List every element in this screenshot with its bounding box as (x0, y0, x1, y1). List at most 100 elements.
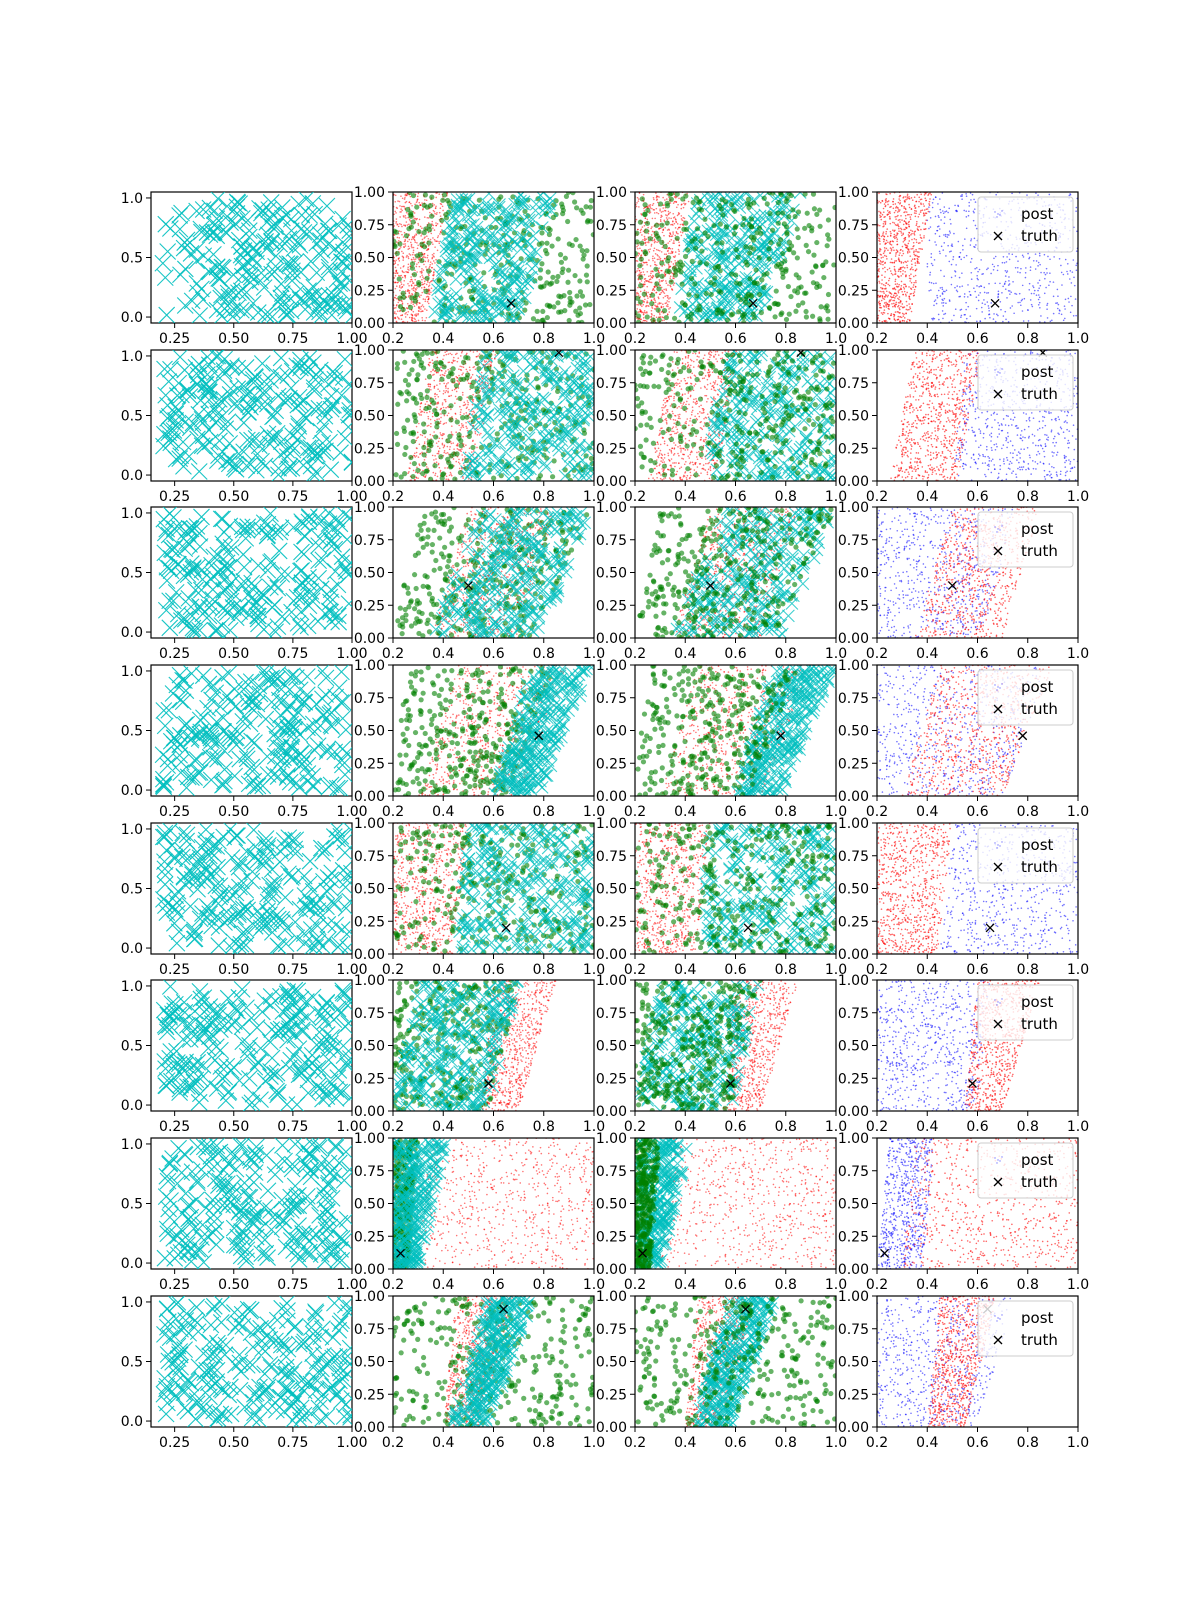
cyan-x-marker (240, 396, 258, 413)
red-point (900, 275, 902, 277)
red-point (927, 210, 930, 213)
red-point (433, 238, 436, 241)
red-point (676, 214, 679, 217)
red-point (885, 255, 888, 258)
red-point (395, 313, 397, 315)
green-point (786, 192, 792, 197)
cyan-x-marker (267, 402, 285, 420)
scatter-points (393, 192, 594, 323)
blue-point (1033, 292, 1035, 295)
red-point (908, 308, 910, 311)
red-point (889, 243, 892, 246)
green-point (795, 209, 802, 215)
cyan-x-marker (193, 437, 211, 455)
blue-point (970, 239, 972, 242)
blue-point (1022, 320, 1025, 322)
green-point (703, 290, 709, 297)
cyan-x-marker (336, 429, 352, 447)
blue-point (977, 278, 979, 281)
red-point (436, 249, 439, 252)
red-point (881, 313, 884, 316)
red-point (665, 305, 668, 307)
red-point (913, 250, 915, 252)
cyan-x-marker (476, 224, 490, 238)
green-point (810, 313, 816, 319)
blue-point (979, 292, 982, 294)
cyan-x-marker (539, 201, 553, 214)
red-point (908, 319, 911, 322)
green-point (565, 192, 572, 195)
blue-point (1047, 255, 1049, 258)
green-point (813, 263, 819, 269)
red-point (664, 199, 666, 201)
panel-r1-c3: 0.2 0.4 0.6 0.8 1.00.000.250.500.751.00 (596, 185, 847, 347)
green-point (635, 295, 641, 301)
red-point (472, 400, 474, 403)
green-point (529, 222, 535, 228)
blue-point (1064, 258, 1067, 261)
red-point (895, 224, 898, 227)
blue-point (933, 300, 936, 303)
cyan-x-marker (188, 375, 206, 393)
green-point (733, 247, 739, 253)
red-point (911, 266, 913, 269)
red-point (416, 263, 418, 265)
red-point (677, 213, 680, 216)
cyan-x-marker (332, 444, 349, 462)
red-point (666, 296, 669, 299)
red-point (910, 233, 912, 236)
red-point (487, 358, 490, 361)
cyan-x-marker (227, 398, 245, 416)
blue-point (929, 226, 932, 228)
green-point (825, 217, 832, 223)
blue-point (972, 219, 975, 222)
blue-point (1037, 261, 1040, 264)
red-point (893, 315, 895, 318)
blue-point (938, 225, 940, 227)
red-point (639, 281, 641, 284)
red-point (394, 287, 397, 290)
blue-point (943, 313, 945, 316)
red-point (902, 233, 904, 236)
blue-point (945, 289, 948, 292)
green-point (556, 293, 562, 299)
red-point (918, 196, 921, 199)
red-point (916, 257, 919, 260)
green-point (441, 230, 447, 236)
blue-point (1040, 271, 1042, 274)
blue-point (940, 245, 943, 248)
blue-point (975, 296, 978, 299)
blue-point (976, 320, 978, 323)
red-point (908, 277, 911, 280)
cyan-x-marker (208, 227, 226, 245)
green-point (547, 227, 553, 233)
red-point (398, 260, 401, 262)
cyan-x-marker (459, 272, 473, 286)
green-point (666, 268, 672, 275)
red-point (412, 246, 415, 249)
x-tick-label: 0.2 (624, 331, 646, 347)
green-point (584, 279, 590, 285)
green-point (575, 319, 582, 323)
red-point (926, 208, 929, 210)
cyan-x-marker (496, 298, 510, 312)
green-point (756, 291, 763, 298)
cyan-x-marker (290, 195, 308, 213)
red-point (909, 293, 912, 295)
cyan-x-marker (500, 212, 514, 226)
red-point (658, 280, 661, 283)
green-point (567, 302, 573, 308)
cyan-x-marker (277, 306, 295, 323)
red-point (885, 290, 888, 293)
red-point (460, 369, 463, 371)
blue-point (939, 295, 942, 297)
blue-point (974, 201, 977, 203)
red-point (643, 289, 646, 292)
red-point (906, 304, 908, 307)
blue-point (1052, 281, 1055, 283)
red-point (880, 218, 883, 221)
cyan-x-marker (311, 303, 328, 321)
green-point (811, 252, 817, 258)
red-point (878, 296, 881, 298)
red-point (884, 262, 886, 264)
